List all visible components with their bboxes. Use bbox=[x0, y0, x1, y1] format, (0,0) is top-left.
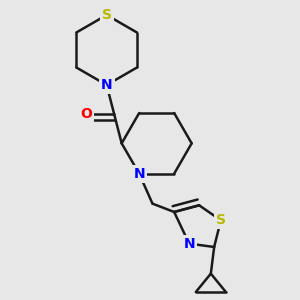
Text: N: N bbox=[101, 78, 112, 92]
Text: S: S bbox=[216, 213, 226, 227]
Text: N: N bbox=[134, 167, 145, 181]
Text: N: N bbox=[183, 237, 195, 250]
Text: O: O bbox=[80, 107, 92, 121]
Text: S: S bbox=[102, 8, 112, 22]
